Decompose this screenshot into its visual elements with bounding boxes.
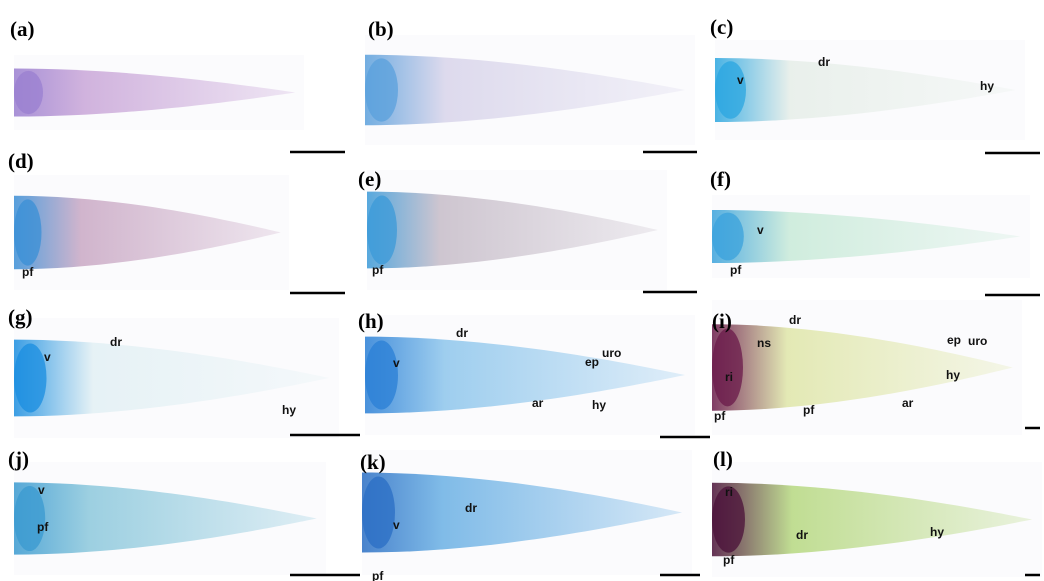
head <box>14 343 47 412</box>
page: {"panels": [ {"label": "(a)", "annotatio… <box>0 0 1044 581</box>
annotation: uro <box>968 334 987 348</box>
panel: (g) dr v hy <box>8 305 360 438</box>
head <box>14 71 43 114</box>
panel-label: (j) <box>8 447 29 471</box>
figure: (a)(b)(c)vdrhy(d)pf(e)pf(f)vpf(g)drvhy(h… <box>0 0 1044 581</box>
annotation: hy <box>946 368 960 382</box>
annotation: uro <box>602 346 621 360</box>
annotation: pf <box>730 263 742 277</box>
annotation: hy <box>930 525 944 539</box>
panel-label: (e) <box>358 167 381 191</box>
head <box>365 58 398 121</box>
panel-label: (h) <box>358 309 384 333</box>
head <box>14 199 42 265</box>
annotation: pf <box>372 569 384 581</box>
annotation: dr <box>796 528 808 542</box>
annotation: ep <box>947 333 961 347</box>
panel: (j) v pf <box>8 447 360 575</box>
panel: (c) v dr hy <box>710 15 1040 153</box>
head <box>367 195 397 264</box>
annotation: v <box>737 73 744 87</box>
annotation: ar <box>532 396 544 410</box>
panel: (k) v dr pf <box>360 450 700 581</box>
annotation: ar <box>902 396 914 410</box>
annotation: ep <box>585 355 599 369</box>
annotation: dr <box>456 326 468 340</box>
annotation: pf <box>372 263 384 277</box>
panel-label: (f) <box>710 167 731 191</box>
annotation: pf <box>803 403 815 417</box>
annotation: ri <box>725 485 733 499</box>
annotation: v <box>757 223 764 237</box>
annotation: v <box>393 356 400 370</box>
panel-label: (i) <box>712 309 732 333</box>
panel-label: (b) <box>368 17 394 41</box>
annotation: ns <box>757 336 771 350</box>
annotation: pf <box>714 409 726 423</box>
annotation: dr <box>110 335 122 349</box>
head <box>362 477 395 549</box>
annotation: pf <box>723 553 735 567</box>
annotation: hy <box>282 403 296 417</box>
annotation: pf <box>37 520 49 534</box>
panel-label: (k) <box>360 450 386 474</box>
annotation: ri <box>725 370 733 384</box>
panel-label: (l) <box>713 447 733 471</box>
panel-label: (a) <box>10 17 35 41</box>
panel-label: (g) <box>8 305 33 329</box>
annotation: v <box>38 483 45 497</box>
panel-label: (c) <box>710 15 733 39</box>
annotation: dr <box>465 501 477 515</box>
head <box>712 329 743 407</box>
panel: (b) <box>365 17 697 152</box>
panel-label: (d) <box>8 149 34 173</box>
head <box>365 340 398 409</box>
panel: (f) v pf <box>710 167 1040 295</box>
head <box>715 61 746 119</box>
panel: (d) pf <box>8 149 345 293</box>
annotation: v <box>44 350 51 364</box>
annotation: pf <box>22 265 34 279</box>
panel: (a) <box>10 17 345 152</box>
annotation: hy <box>592 398 606 412</box>
head <box>712 213 744 261</box>
panel: (l) ri dr hy pf <box>712 447 1042 577</box>
annotation: hy <box>980 79 994 93</box>
annotation: dr <box>789 313 801 327</box>
annotation: dr <box>818 55 830 69</box>
annotation: v <box>393 518 400 532</box>
panel: (e) pf <box>358 167 697 292</box>
